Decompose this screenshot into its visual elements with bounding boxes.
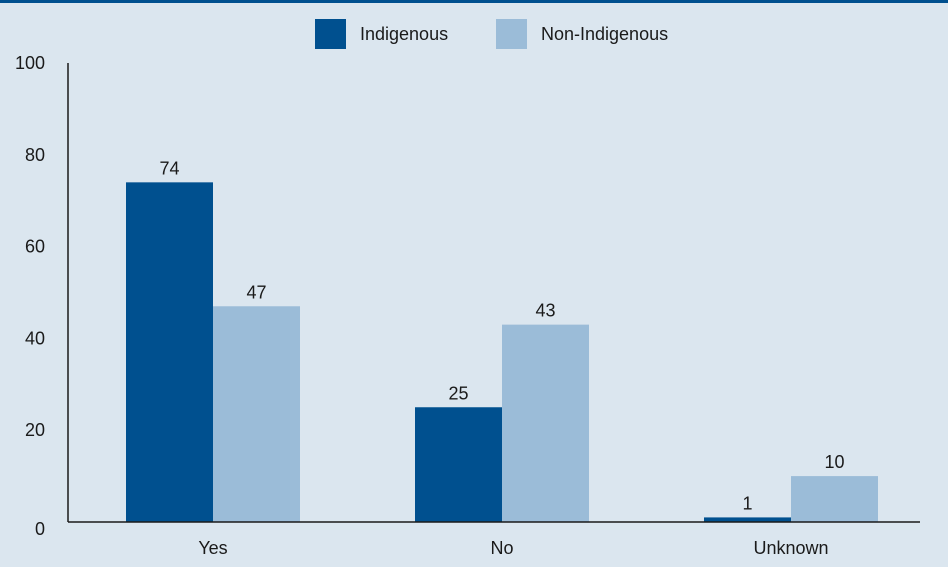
bars	[126, 182, 878, 522]
bar-yes-non-indigenous	[213, 306, 300, 522]
x-tick-label-no: No	[490, 538, 513, 558]
data-label-no-indigenous: 25	[448, 383, 468, 403]
legend-label-non-indigenous: Non-Indigenous	[541, 24, 668, 44]
y-tick-label-100: 100	[15, 53, 45, 73]
data-label-yes-indigenous: 74	[159, 158, 179, 178]
x-axis-labels: Yes No Unknown	[198, 538, 828, 558]
y-tick-label-0: 0	[35, 519, 45, 539]
bar-unknown-indigenous	[704, 517, 791, 522]
y-tick-label-20: 20	[25, 420, 45, 440]
y-tick-label-80: 80	[25, 145, 45, 165]
legend-label-indigenous: Indigenous	[360, 24, 448, 44]
y-axis-ticks: 0 20 40 60 80 100	[15, 53, 45, 539]
data-label-unknown-non-indigenous: 10	[824, 452, 844, 472]
bar-yes-indigenous	[126, 182, 213, 522]
bar-no-non-indigenous	[502, 324, 589, 522]
bar-no-indigenous	[415, 407, 502, 522]
data-label-no-non-indigenous: 43	[535, 301, 555, 321]
legend-swatch-indigenous	[315, 19, 346, 49]
top-rule	[0, 0, 948, 3]
data-labels: 74 47 25 43 1 10	[159, 158, 844, 513]
data-label-unknown-indigenous: 1	[742, 493, 752, 513]
y-tick-label-60: 60	[25, 237, 45, 257]
y-tick-label-40: 40	[25, 328, 45, 348]
legend: Indigenous Non-Indigenous	[315, 19, 668, 49]
bar-unknown-non-indigenous	[791, 476, 878, 522]
legend-swatch-non-indigenous	[496, 19, 527, 49]
x-tick-label-yes: Yes	[198, 538, 227, 558]
x-tick-label-unknown: Unknown	[753, 538, 828, 558]
data-label-yes-non-indigenous: 47	[246, 282, 266, 302]
